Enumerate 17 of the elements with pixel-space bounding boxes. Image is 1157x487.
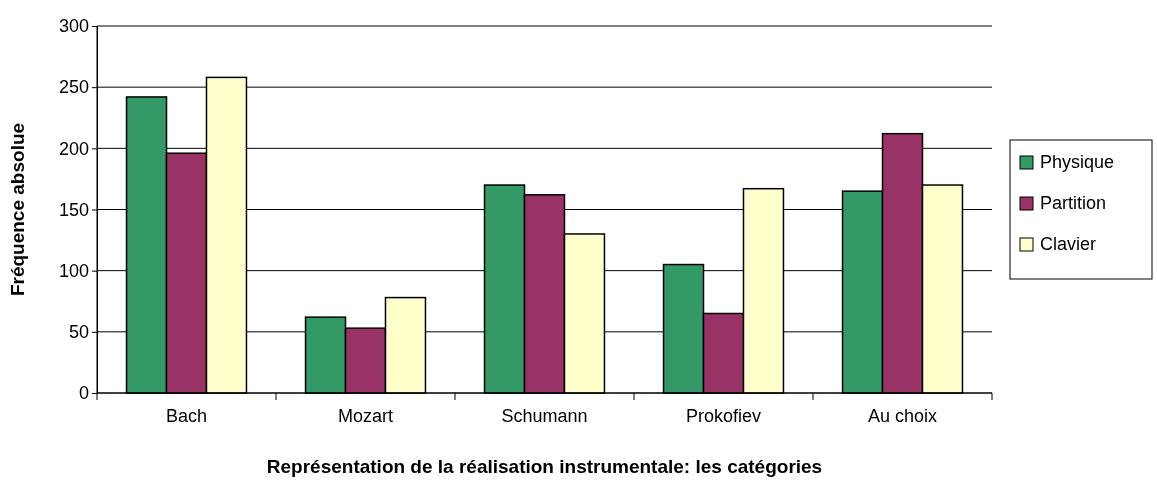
x-tick-label: Prokofiev: [685, 405, 762, 426]
y-tick-label: 0: [78, 383, 89, 404]
y-tick-label: 300: [58, 16, 89, 37]
x-tick-label: Mozart: [337, 405, 394, 426]
y-tick-label: 100: [58, 260, 89, 281]
legend-label: Clavier: [1040, 234, 1097, 254]
x-tick-label: Schumann: [501, 405, 588, 426]
y-tick-label: 250: [58, 77, 89, 98]
x-axis-title: Représentation de la réalisation instrumentale: les catégories: [266, 456, 823, 477]
legend-label: Partition: [1040, 193, 1107, 213]
legend-label: Physique: [1040, 152, 1115, 172]
x-tick-label: Bach: [165, 405, 208, 426]
x-tick-label: Au choix: [867, 405, 938, 426]
y-axis-title: Fréquence absolue: [7, 122, 28, 297]
y-tick-label: 150: [58, 199, 89, 220]
y-tick-label: 200: [58, 138, 89, 159]
y-tick-label: 50: [68, 322, 89, 343]
